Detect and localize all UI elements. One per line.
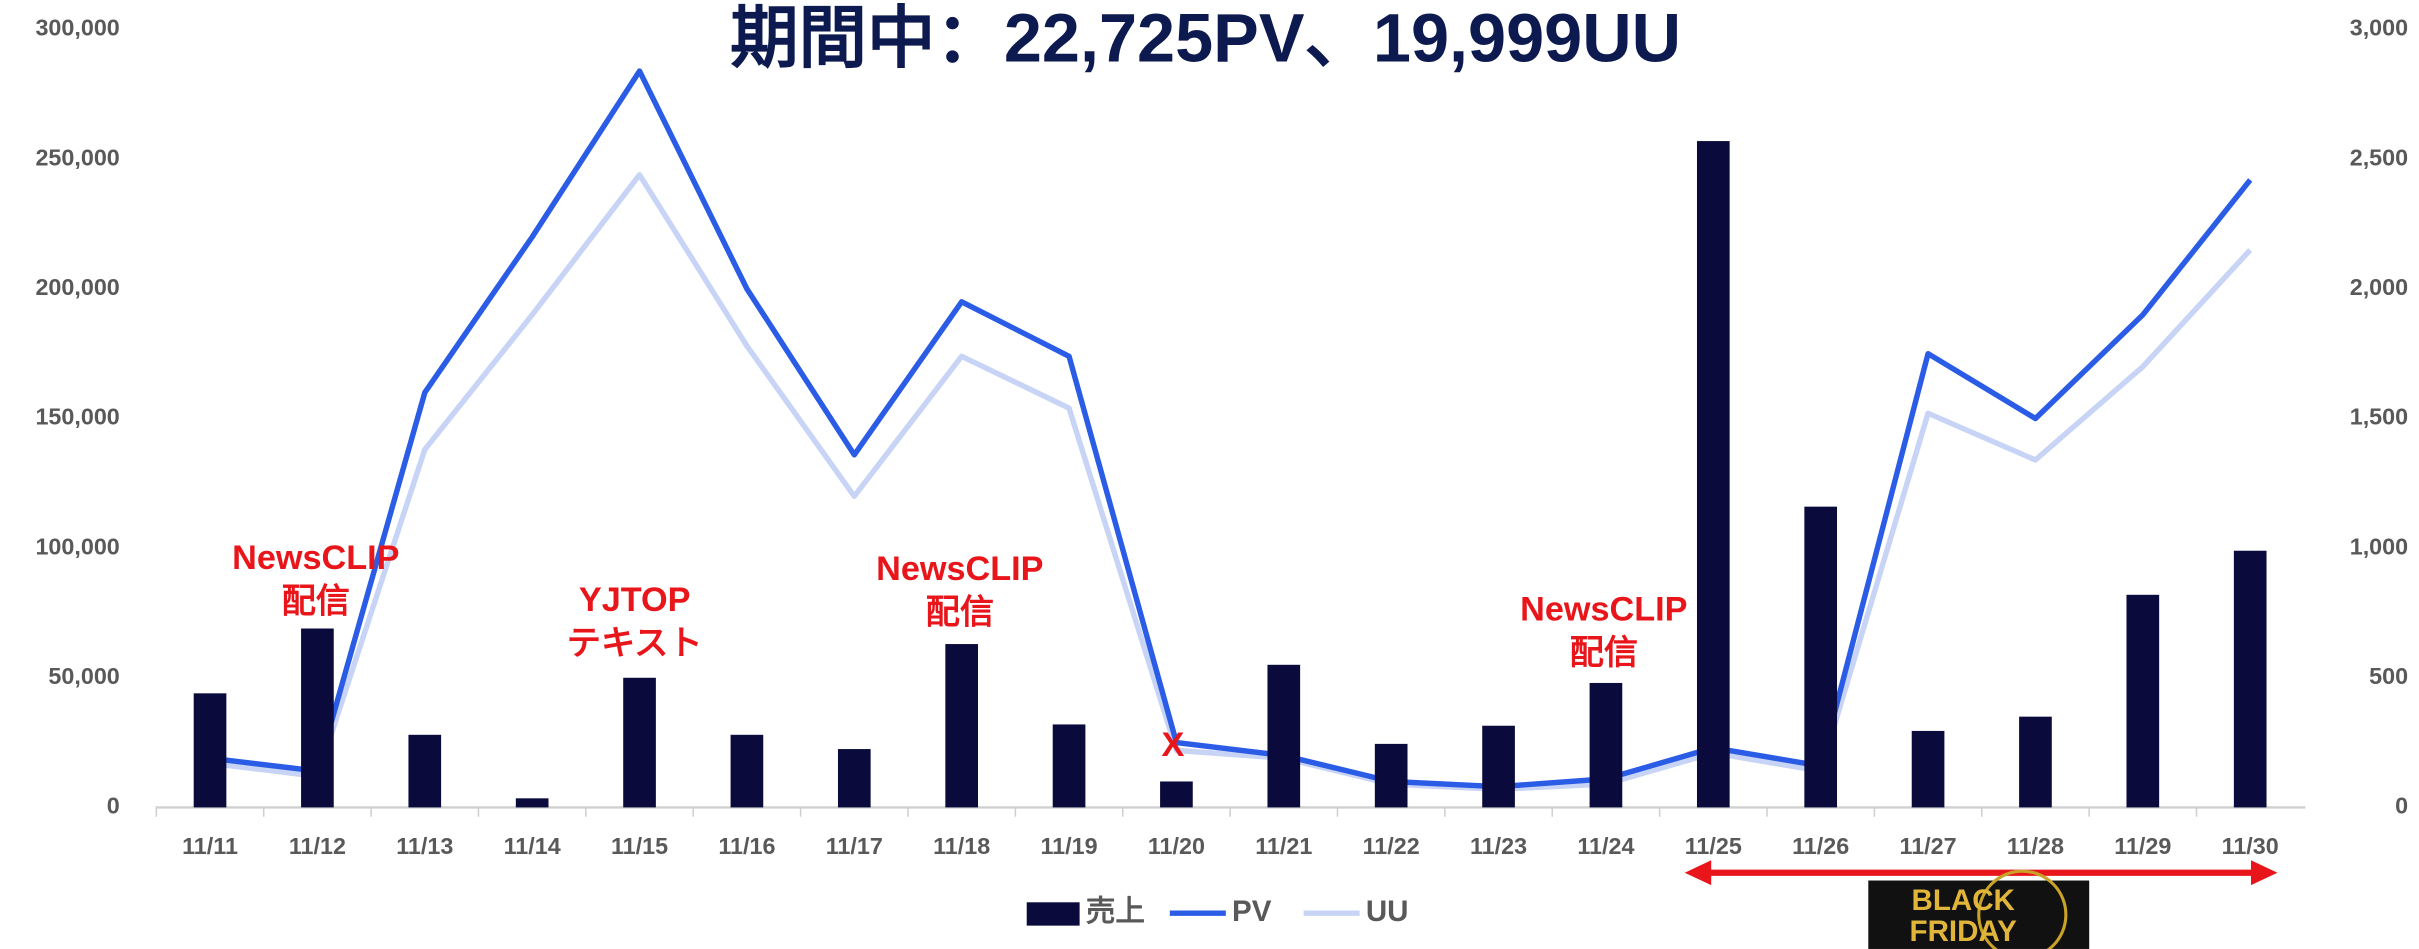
annotation: NewsCLIP: [1520, 590, 1687, 628]
y2-tick-label: 0: [2395, 793, 2408, 819]
x-tick-label: 11/20: [1148, 833, 1205, 859]
y-tick-label: 0: [107, 793, 120, 819]
x-tick-label: 11/25: [1685, 833, 1742, 859]
annotation: テキスト: [567, 625, 703, 663]
bar: [623, 678, 656, 808]
x-tick-label: 11/30: [2222, 833, 2279, 859]
bar: [516, 798, 549, 807]
bar: [194, 693, 227, 807]
badge-text: FRIDAY: [1910, 915, 2018, 948]
bar: [1160, 781, 1193, 807]
y2-tick-label: 2,500: [2350, 144, 2408, 170]
x-tick-label: 11/22: [1363, 833, 1420, 859]
annotation: NewsCLIP: [876, 550, 1043, 588]
bar: [1912, 731, 1945, 807]
y2-tick-label: 500: [2369, 663, 2408, 689]
x-tick-label: 11/28: [2007, 833, 2064, 859]
legend-label: UU: [1366, 895, 1409, 928]
x-tick-label: 11/18: [933, 833, 990, 859]
legend-label: 売上: [1086, 895, 1145, 928]
x-tick-label: 11/14: [504, 833, 561, 859]
chart-title: 期間中：22,725PV、19,999UU: [730, 0, 1681, 77]
x-tick-label: 11/15: [611, 833, 668, 859]
bar: [2019, 717, 2052, 808]
x-tick-label: 11/29: [2114, 833, 2171, 859]
y-tick-label: 150,000: [35, 404, 119, 430]
bar: [1267, 665, 1300, 808]
bar: [1053, 724, 1086, 807]
x-tick-label: 11/27: [1900, 833, 1957, 859]
legend-swatch: [1027, 902, 1080, 925]
x-tick-label: 11/26: [1792, 833, 1849, 859]
bar: [731, 735, 764, 808]
bar: [2126, 595, 2159, 808]
annotation: 配信: [926, 594, 994, 632]
x-tick-label: 11/12: [289, 833, 346, 859]
annotation: NewsCLIP: [232, 539, 399, 577]
x-tick-label: 11/19: [1040, 833, 1097, 859]
y-tick-label: 200,000: [35, 274, 119, 300]
annotation: 配信: [1570, 634, 1638, 672]
x-tick-label: 11/21: [1255, 833, 1312, 859]
chart: 期間中：22,725PV、19,999UU 0 50,000 100,000 150,…: [0, 0, 2419, 949]
y2-tick-label: 1,000: [2350, 533, 2408, 559]
bar: [301, 629, 334, 808]
bar: [1590, 683, 1623, 807]
x-tick-label: 11/16: [718, 833, 775, 859]
bar: [1697, 141, 1730, 807]
bar: [838, 749, 871, 807]
line: [210, 175, 2250, 789]
badge-text: BLACK: [1911, 884, 2015, 917]
y-tick-label: 300,000: [35, 15, 119, 41]
x-tick-label: 11/13: [396, 833, 453, 859]
y2-tick-label: 2,000: [2350, 274, 2408, 300]
x-tick-label: 11/23: [1470, 833, 1527, 859]
y-tick-label: 100,000: [35, 533, 119, 559]
y-tick-label: 50,000: [48, 663, 119, 689]
legend-label: PV: [1232, 895, 1272, 928]
bar: [2234, 551, 2267, 808]
line: [210, 71, 2250, 787]
annotation: X: [1162, 726, 1185, 764]
x-tick-label: 11/11: [182, 833, 238, 859]
x-tick-label: 11/17: [826, 833, 883, 859]
bar: [408, 735, 441, 808]
y-tick-label: 250,000: [35, 144, 119, 170]
bar: [945, 644, 978, 807]
y2-tick-label: 1,500: [2350, 404, 2408, 430]
bar: [1804, 507, 1837, 808]
bar: [1482, 726, 1515, 808]
annotation: 配信: [282, 583, 350, 621]
annotation: YJTOP: [579, 581, 691, 619]
y2-tick-label: 3,000: [2350, 15, 2408, 41]
x-tick-label: 11/24: [1577, 833, 1634, 859]
bar: [1375, 744, 1408, 808]
